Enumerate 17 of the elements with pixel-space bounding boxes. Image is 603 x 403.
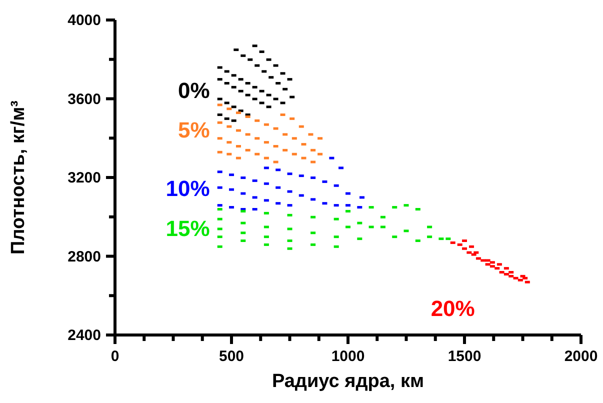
x-tick-label: 500 <box>218 348 244 365</box>
x-axis-title: Радиус ядра, км <box>272 371 424 392</box>
x-tick-label: 0 <box>110 348 120 365</box>
y-tick-label: 3200 <box>68 170 101 186</box>
series-label: 15% <box>166 216 210 241</box>
x-tick-label: 2000 <box>564 348 598 365</box>
y-tick-label: 2400 <box>68 327 101 344</box>
y-tick-label: 4000 <box>68 12 101 29</box>
y-tick-label: 2800 <box>68 248 101 266</box>
x-tick-label: 1500 <box>448 348 482 365</box>
series-label: 0% <box>178 78 210 103</box>
series-label: 10% <box>166 176 210 201</box>
y-tick-label: 3600 <box>68 90 101 108</box>
series-label: 20% <box>430 296 475 321</box>
y-axis-title: Плотность, кг/м³ <box>8 100 29 254</box>
series-label: 5% <box>178 117 210 142</box>
x-tick-label: 1000 <box>331 348 365 365</box>
